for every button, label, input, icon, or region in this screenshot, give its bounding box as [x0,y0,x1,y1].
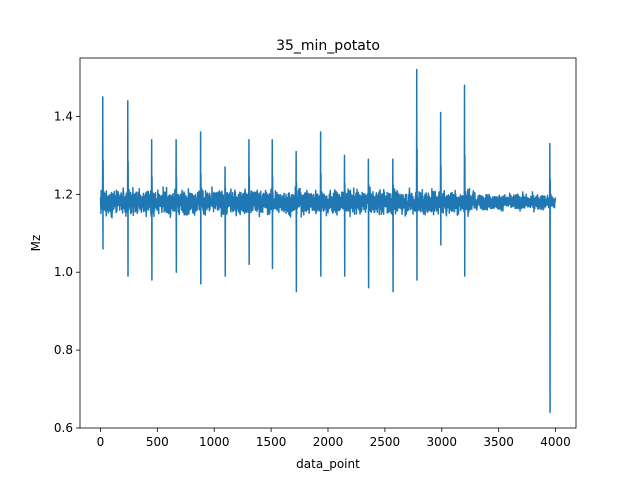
series-line-mz [99,68,557,414]
x-tick-label: 500 [146,435,169,449]
x-tick-label: 4000 [540,435,571,449]
x-tick-label: 3500 [483,435,514,449]
x-tick-label: 3000 [426,435,457,449]
y-tick-label: 0.8 [54,343,73,357]
chart-title: 35_min_potato [276,38,380,54]
y-tick-label: 1.4 [54,109,73,123]
y-tick-label: 1.0 [54,265,73,279]
x-tick-label: 1500 [256,435,287,449]
x-tick-label: 2500 [370,435,401,449]
x-tick-label: 1000 [199,435,230,449]
y-tick-label: 0.6 [54,421,73,435]
y-axis-label: Mz [29,235,43,252]
x-axis-label: data_point [296,457,360,471]
x-tick-label: 0 [97,435,105,449]
y-tick-label: 1.2 [54,187,73,201]
plot-area [99,68,557,414]
x-tick-label: 2000 [313,435,344,449]
y-axis: 0.6 0.8 1.0 1.2 1.4 [54,109,80,435]
x-axis: 0 500 1000 1500 2000 2500 3000 3500 4000 [97,428,571,449]
